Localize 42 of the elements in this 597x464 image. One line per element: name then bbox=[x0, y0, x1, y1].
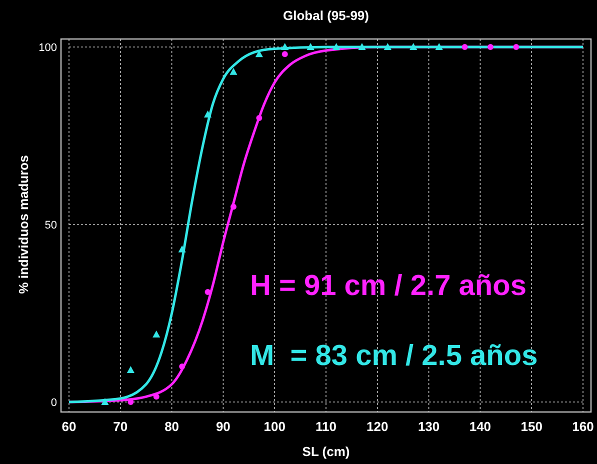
x-tick-label: 110 bbox=[316, 419, 336, 434]
x-tick-label: 70 bbox=[113, 419, 128, 434]
point bbox=[230, 68, 238, 75]
x-tick-label: 90 bbox=[216, 419, 230, 434]
point bbox=[204, 288, 211, 295]
point bbox=[126, 366, 134, 374]
x-tick-label: 60 bbox=[62, 419, 76, 434]
point bbox=[435, 43, 443, 50]
point bbox=[153, 394, 160, 400]
point bbox=[152, 330, 160, 338]
point bbox=[384, 43, 392, 50]
x-axis-title: SL (cm) bbox=[302, 444, 350, 459]
point bbox=[332, 43, 340, 50]
point bbox=[281, 43, 289, 50]
point bbox=[230, 204, 236, 210]
point bbox=[101, 398, 109, 405]
x-tick-label: 100 bbox=[264, 419, 286, 434]
y-tick-label: 0 bbox=[50, 397, 57, 409]
x-tick-label: 80 bbox=[164, 419, 180, 434]
line-series bbox=[68, 46, 584, 404]
chart-title: Global (95-99) bbox=[283, 8, 369, 23]
point bbox=[513, 44, 520, 50]
point bbox=[204, 110, 212, 118]
point bbox=[306, 43, 314, 50]
annotation: H = 91 cm / 2.7 años bbox=[250, 270, 526, 302]
point bbox=[487, 44, 494, 50]
x-tick-label: 120 bbox=[366, 419, 388, 434]
point bbox=[410, 43, 418, 50]
annotation: M = 83 cm / 2.5 años bbox=[250, 340, 538, 372]
point bbox=[358, 43, 366, 50]
x-tick-label: 130 bbox=[418, 419, 440, 434]
point bbox=[256, 115, 262, 121]
x-tick-label: 160 bbox=[572, 419, 594, 434]
point bbox=[179, 364, 186, 370]
point bbox=[282, 51, 288, 58]
x-tick-label: 150 bbox=[520, 419, 542, 434]
x-tick-label: 140 bbox=[469, 419, 492, 434]
y-tick-label: 50 bbox=[44, 220, 57, 232]
y-tick-label: 100 bbox=[38, 42, 57, 54]
point bbox=[462, 44, 468, 50]
y-axis-title: % individuos maduros bbox=[16, 155, 31, 294]
point bbox=[178, 245, 186, 252]
